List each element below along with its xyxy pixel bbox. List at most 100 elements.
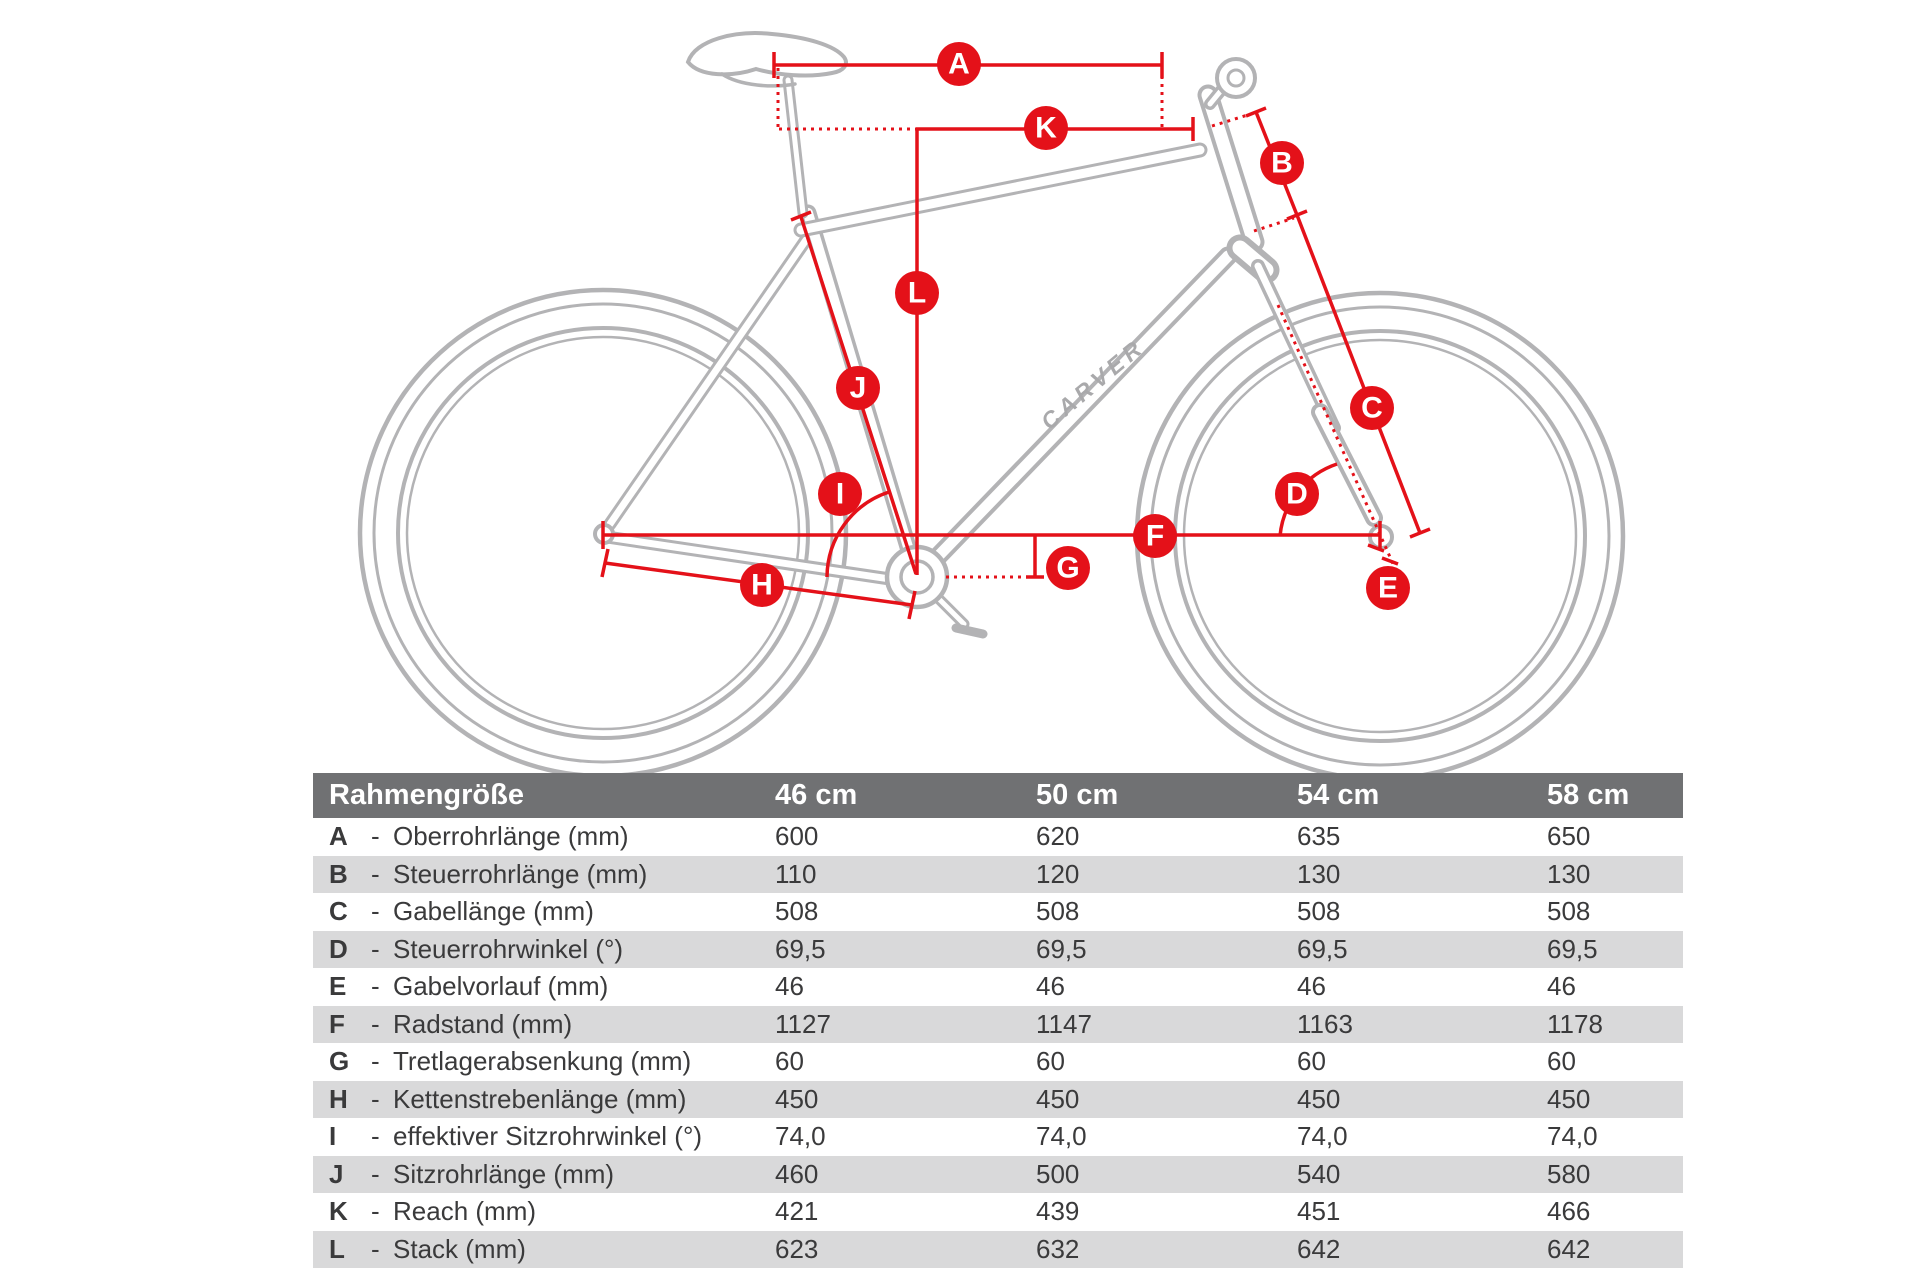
svg-text:H: H [751, 569, 773, 602]
row-value: 460 [775, 1158, 819, 1189]
row-dash: - [371, 1233, 380, 1264]
carver-logo-text: CARVER [1036, 333, 1150, 435]
row-letter: G [329, 1046, 350, 1076]
dim-label-g: G [1046, 546, 1090, 590]
svg-text:I: I [836, 478, 844, 511]
row-value: 60 [775, 1046, 804, 1076]
row-value: 450 [1036, 1083, 1080, 1114]
row-value: 580 [1547, 1158, 1591, 1189]
row-value: 450 [1297, 1083, 1341, 1114]
row-value: 1147 [1036, 1008, 1092, 1039]
row-value: 74,0 [1297, 1121, 1348, 1151]
row-measurement-name: Oberrohrlänge (mm) [393, 821, 629, 851]
table-header-size: Rahmengröße [329, 779, 524, 811]
row-value: 60 [1297, 1046, 1326, 1076]
row-value: 60 [1547, 1046, 1576, 1076]
table-row: F - Radstand (mm) 1127 1147 1163 1178 [313, 1005, 1683, 1043]
table-header-54cm: 54 cm [1297, 779, 1380, 811]
svg-text:D: D [1286, 478, 1308, 511]
row-value: 46 [1036, 971, 1065, 1001]
row-value: 635 [1297, 821, 1341, 851]
saddle [685, 31, 848, 219]
svg-text:C: C [1361, 392, 1383, 425]
table-row: C - Gabellänge (mm) 508 508 508 508 [313, 893, 1683, 931]
row-letter: C [329, 896, 348, 926]
dim-label-c: C [1350, 386, 1394, 430]
row-dash: - [371, 821, 380, 851]
dim-label-l: L [895, 271, 939, 315]
row-value: 540 [1297, 1158, 1341, 1189]
row-value: 69,5 [1297, 933, 1348, 964]
row-value: 632 [1036, 1233, 1080, 1264]
dim-label-d: D [1275, 472, 1319, 516]
row-value: 74,0 [775, 1121, 826, 1151]
row-letter: F [329, 1008, 345, 1039]
row-value: 46 [775, 971, 804, 1001]
dim-arc-i [825, 490, 890, 578]
geometry-table: Rahmengröße 46 cm 50 cm 54 cm 58 cm A - Ob… [313, 773, 1683, 1268]
table-header-58cm: 58 cm [1547, 779, 1630, 811]
table-row: L - Stack (mm) 623 632 642 642 [313, 1230, 1683, 1268]
row-measurement-name: Sitzrohrlänge (mm) [393, 1158, 615, 1189]
table-row: A - Oberrohrlänge (mm) 600 620 635 650 [313, 818, 1683, 856]
table-row: D - Steuerrohrwinkel (°) 69,5 69,5 69,5 69,5 [313, 930, 1683, 968]
row-dash: - [371, 858, 380, 889]
svg-text:G: G [1056, 552, 1079, 585]
row-dash: - [371, 1196, 380, 1226]
svg-text:J: J [850, 372, 867, 405]
row-value: 120 [1036, 858, 1080, 889]
row-measurement-name: effektiver Sitzrohrwinkel (°) [393, 1121, 703, 1151]
row-letter: B [329, 858, 348, 889]
row-value: 439 [1036, 1196, 1080, 1226]
dimension-lines [600, 52, 1431, 620]
row-dash: - [371, 1121, 380, 1151]
row-measurement-name: Gabelvorlauf (mm) [393, 971, 609, 1001]
row-value: 623 [775, 1233, 819, 1264]
table-row: H - Kettenstrebenlänge (mm) 450 450 450 450 [313, 1080, 1683, 1118]
frame [600, 84, 1265, 590]
row-dash: - [371, 1008, 380, 1039]
row-value: 69,5 [1036, 933, 1087, 964]
row-letter: J [329, 1158, 344, 1189]
dim-label-e: E [1366, 566, 1410, 610]
row-value: 69,5 [1547, 933, 1598, 964]
row-value: 466 [1547, 1196, 1591, 1226]
row-measurement-name: Gabellänge (mm) [393, 896, 594, 926]
row-value: 450 [1547, 1083, 1591, 1114]
table-row: B - Steuerrohrlänge (mm) 110 120 130 130 [313, 855, 1683, 893]
row-letter: K [329, 1196, 348, 1226]
geometry-table-body: A - Oberrohrlänge (mm) 600 620 635 650 B - Steuer… [313, 818, 1683, 1268]
row-value: 74,0 [1036, 1121, 1087, 1151]
row-value: 650 [1547, 821, 1591, 851]
row-value: 1163 [1297, 1008, 1353, 1039]
row-measurement-name: Reach (mm) [393, 1196, 537, 1226]
svg-text:F: F [1146, 520, 1164, 553]
row-value: 642 [1547, 1233, 1591, 1264]
bicycle-drawing: CARVER [357, 31, 1626, 782]
row-value: 110 [775, 858, 817, 889]
table-row: E - Gabelvorlauf (mm) 46 46 46 46 [313, 968, 1683, 1006]
dim-label-f: F [1133, 514, 1177, 558]
row-dash: - [371, 971, 380, 1001]
row-value: 508 [1547, 896, 1591, 926]
row-dash: - [371, 1158, 380, 1189]
row-value: 74,0 [1547, 1121, 1598, 1151]
row-value: 46 [1297, 971, 1326, 1001]
svg-text:L: L [908, 277, 926, 310]
row-value: 451 [1297, 1196, 1341, 1226]
stem-and-handlebar [1204, 57, 1257, 110]
row-measurement-name: Stack (mm) [393, 1233, 526, 1264]
dimension-labels: A K B L J C I D F G H E [740, 42, 1410, 610]
table-header-50cm: 50 cm [1036, 779, 1119, 811]
row-dash: - [371, 933, 380, 964]
dim-label-b: B [1260, 141, 1304, 185]
row-value: 69,5 [775, 933, 826, 964]
table-row: J - Sitzrohrlänge (mm) 460 500 540 580 [313, 1155, 1683, 1193]
row-measurement-name: Tretlagerabsenkung (mm) [393, 1046, 692, 1076]
row-dash: - [371, 896, 380, 926]
row-letter: H [329, 1083, 348, 1114]
table-row: I - effektiver Sitzrohrwinkel (°) 74,0 74,0 7… [313, 1118, 1683, 1156]
row-measurement-name: Radstand (mm) [393, 1008, 573, 1039]
dim-line-c [1295, 214, 1431, 539]
